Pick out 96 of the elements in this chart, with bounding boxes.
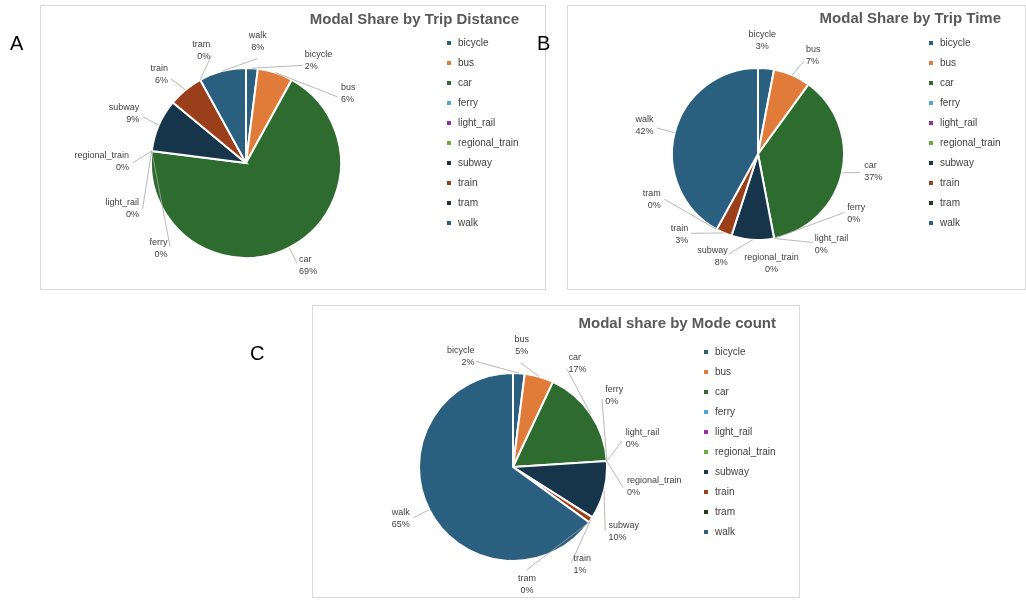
legend-label: ferry xyxy=(715,406,735,417)
legend-label: light_rail xyxy=(814,232,849,243)
category-label: ferry xyxy=(847,201,866,212)
slice-label: walk xyxy=(247,29,268,40)
slice-label: bus xyxy=(340,81,356,92)
data-label: 6% xyxy=(340,93,354,104)
slice-label: car xyxy=(299,254,312,265)
text: 0% xyxy=(125,209,139,220)
category-label: tram xyxy=(517,573,536,584)
chart-title: Modal Share by Trip Time xyxy=(819,9,1001,27)
data-label: 3% xyxy=(675,235,689,246)
legend-label: light_rail xyxy=(715,426,753,437)
text: 0% xyxy=(115,161,129,172)
legend-label: subway xyxy=(940,157,974,168)
text: 0% xyxy=(154,248,168,259)
legend-label: train xyxy=(458,177,478,188)
legend-label: ferry xyxy=(458,97,478,108)
text: 0% xyxy=(647,199,661,210)
text: A xyxy=(10,32,24,55)
category-label: regional_train xyxy=(627,475,682,486)
legend-label: bus xyxy=(715,366,732,377)
slice-label: bus xyxy=(806,44,822,55)
category-label: light_rail xyxy=(940,117,978,128)
legend-label: bicycle xyxy=(458,37,489,48)
legend-label: car xyxy=(458,77,473,88)
data-label: 9% xyxy=(126,114,140,125)
slice-label: train xyxy=(573,553,591,564)
text: 0% xyxy=(764,264,778,275)
slice-label: subway xyxy=(697,244,729,255)
text: 0% xyxy=(197,50,211,61)
category-label: tram xyxy=(192,38,211,49)
slice-label: train xyxy=(150,62,169,73)
slice-label: car xyxy=(568,352,582,363)
slice-label: walk xyxy=(634,114,654,125)
legend-label: walk xyxy=(714,526,736,537)
slice-label: bicycle xyxy=(446,344,475,355)
text: 0% xyxy=(814,244,828,255)
slice-label: subway xyxy=(108,102,140,113)
legend-label: tram xyxy=(458,197,478,208)
legend-label: car xyxy=(940,77,955,88)
data-label: 10% xyxy=(608,531,627,542)
text: 0% xyxy=(627,487,641,498)
legend-label: car xyxy=(715,386,730,397)
slice-label: walk xyxy=(390,506,411,517)
legend-label: subway xyxy=(715,466,749,477)
slice-label: bicycle xyxy=(748,29,776,40)
data-label: 1% xyxy=(573,565,587,576)
category-label: light_rail xyxy=(105,197,139,208)
legend-label: regional_train xyxy=(458,137,519,148)
text: 0% xyxy=(847,213,861,224)
legend-label: tram xyxy=(715,506,735,517)
legend-label: train xyxy=(940,177,960,188)
slice-label: train xyxy=(670,223,689,234)
chart-title: Modal share by Mode count xyxy=(578,314,776,332)
legend-label: bus xyxy=(458,57,475,68)
data-label: 8% xyxy=(714,256,728,267)
text: C xyxy=(250,342,265,365)
text: 0% xyxy=(520,585,534,596)
category-label: ferry xyxy=(149,236,168,247)
data-label: 3% xyxy=(755,41,769,52)
data-label: 65% xyxy=(391,518,410,529)
data-label: 69% xyxy=(299,266,318,277)
data-label: 2% xyxy=(461,356,475,367)
data-label: 2% xyxy=(304,60,318,71)
category-label: regional_train xyxy=(74,149,129,160)
data-label: 42% xyxy=(635,126,654,137)
legend-label: regional_train xyxy=(940,137,1001,148)
category-label: regional_train xyxy=(744,252,799,263)
legend-label: bicycle xyxy=(715,346,746,357)
legend-label: train xyxy=(715,486,735,497)
data-label: 5% xyxy=(515,346,529,357)
legend-label: walk xyxy=(939,217,961,228)
data-label: 17% xyxy=(568,364,587,375)
data-label: 8% xyxy=(251,41,265,52)
legend-label: regional_train xyxy=(715,446,776,457)
legend-label: bus xyxy=(940,57,957,68)
legend-label: ferry xyxy=(940,97,960,108)
category-label: tram xyxy=(642,187,661,198)
text: 0% xyxy=(625,439,639,450)
legend-label: walk xyxy=(457,217,479,228)
slice-label: car xyxy=(864,160,877,171)
text: 0% xyxy=(605,395,619,406)
category-label: ferry xyxy=(605,383,624,394)
legend-label: bicycle xyxy=(940,37,971,48)
category-label: light_rail xyxy=(625,427,660,438)
chart-title: Modal Share by Trip Distance xyxy=(309,9,519,27)
slice-label: bicycle xyxy=(304,48,333,59)
slice-label: bus xyxy=(514,334,530,345)
legend-label: tram xyxy=(940,197,960,208)
data-label: 7% xyxy=(806,56,820,67)
slice-label: subway xyxy=(608,519,640,530)
data-label: 6% xyxy=(155,74,169,85)
text: B xyxy=(537,32,551,55)
legend-label: light_rail xyxy=(458,117,496,128)
data-label: 37% xyxy=(864,172,883,183)
legend-label: subway xyxy=(458,157,492,168)
